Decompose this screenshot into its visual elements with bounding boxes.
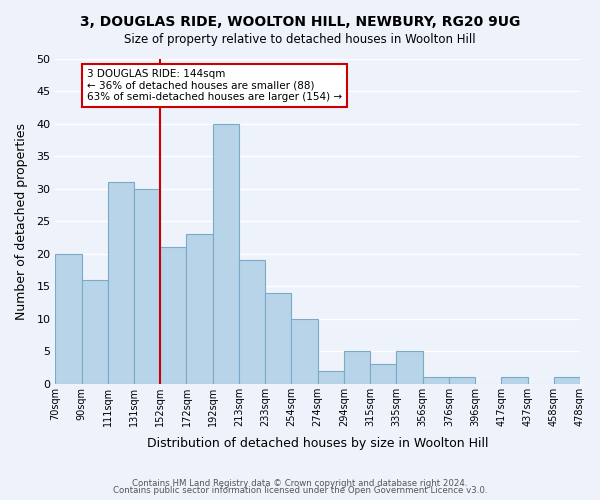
Text: 3 DOUGLAS RIDE: 144sqm
← 36% of detached houses are smaller (88)
63% of semi-det: 3 DOUGLAS RIDE: 144sqm ← 36% of detached…	[87, 68, 342, 102]
Text: 3, DOUGLAS RIDE, WOOLTON HILL, NEWBURY, RG20 9UG: 3, DOUGLAS RIDE, WOOLTON HILL, NEWBURY, …	[80, 15, 520, 29]
Y-axis label: Number of detached properties: Number of detached properties	[15, 123, 28, 320]
Bar	[134, 189, 160, 384]
Bar	[108, 182, 134, 384]
Bar	[344, 352, 370, 384]
Text: Contains public sector information licensed under the Open Government Licence v3: Contains public sector information licen…	[113, 486, 487, 495]
Bar	[317, 370, 344, 384]
Bar	[160, 248, 187, 384]
Bar	[239, 260, 265, 384]
Bar	[554, 377, 580, 384]
X-axis label: Distribution of detached houses by size in Woolton Hill: Distribution of detached houses by size …	[147, 437, 488, 450]
Bar	[397, 352, 422, 384]
Bar	[449, 377, 475, 384]
Bar	[370, 364, 397, 384]
Bar	[422, 377, 449, 384]
Bar	[82, 280, 108, 384]
Bar	[501, 377, 527, 384]
Bar	[55, 254, 82, 384]
Bar	[265, 293, 292, 384]
Bar	[292, 319, 317, 384]
Text: Contains HM Land Registry data © Crown copyright and database right 2024.: Contains HM Land Registry data © Crown c…	[132, 478, 468, 488]
Bar	[187, 234, 213, 384]
Bar	[213, 124, 239, 384]
Text: Size of property relative to detached houses in Woolton Hill: Size of property relative to detached ho…	[124, 32, 476, 46]
